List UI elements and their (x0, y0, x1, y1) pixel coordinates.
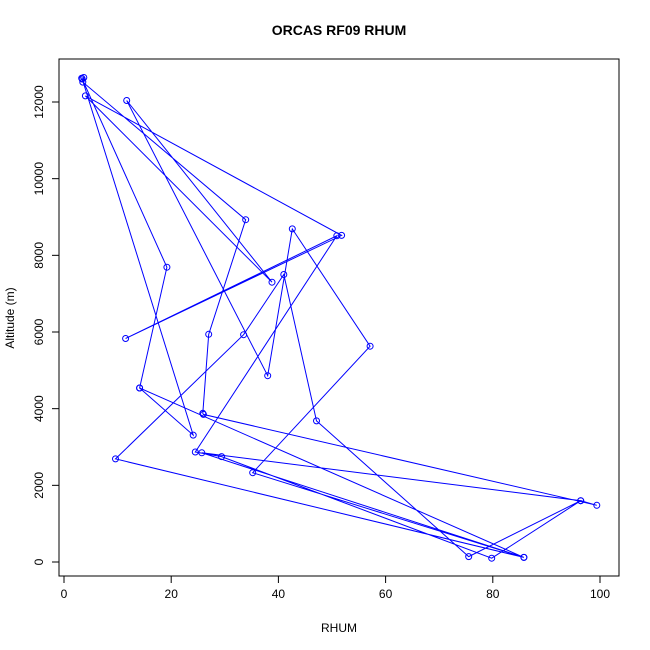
data-point (593, 501, 601, 509)
data-point (136, 384, 144, 392)
data-point (122, 335, 130, 342)
chart-title: ORCAS RF09 RHUM (272, 22, 407, 38)
y-tick-label: 10000 (32, 162, 46, 196)
data-point (218, 453, 226, 461)
y-tick-label: 2000 (32, 472, 46, 499)
data-point (163, 263, 171, 271)
data-point (465, 553, 473, 561)
data-point (333, 232, 341, 240)
x-tick-label: 60 (379, 587, 393, 601)
data-point (123, 97, 131, 104)
y-tick-label: 12000 (32, 85, 46, 119)
data-point (313, 417, 320, 425)
data-point (79, 78, 87, 86)
x-axis-label: RHUM (321, 621, 357, 635)
data-point (198, 449, 206, 457)
data-point (288, 225, 296, 233)
x-tick-label: 20 (165, 587, 179, 601)
data-point (205, 330, 213, 338)
data-point (240, 331, 248, 339)
y-tick-label: 8000 (32, 242, 46, 269)
data-point (80, 74, 88, 81)
y-tick-label: 0 (32, 558, 46, 565)
data-point (264, 372, 272, 380)
data-point (81, 92, 89, 100)
x-tick-label: 80 (486, 587, 500, 601)
series-line (81, 76, 597, 559)
series-layer (78, 74, 601, 562)
y-tick-label: 6000 (32, 318, 46, 345)
data-point (488, 554, 496, 562)
data-point (242, 216, 250, 224)
x-axis: 0 20 40 60 80 100 (61, 575, 610, 601)
x-tick-label: 100 (590, 587, 610, 601)
data-point (366, 342, 374, 350)
y-tick-label: 4000 (32, 395, 46, 422)
y-axis: 0 2000 4000 6000 8000 10000 12000 (32, 85, 60, 565)
plot-frame (58, 58, 620, 577)
data-point (112, 455, 119, 463)
x-tick-label: 40 (272, 587, 286, 601)
data-point (78, 75, 86, 83)
data-point (338, 231, 346, 239)
data-point (191, 448, 199, 456)
data-point (577, 497, 585, 505)
data-point (280, 271, 288, 278)
data-point (189, 431, 197, 439)
data-point (249, 469, 257, 477)
y-axis-label: Altitude (m) (3, 287, 17, 348)
data-point (268, 278, 276, 286)
data-point (520, 553, 528, 561)
x-tick-label: 0 (61, 587, 68, 601)
data-point (199, 410, 207, 418)
